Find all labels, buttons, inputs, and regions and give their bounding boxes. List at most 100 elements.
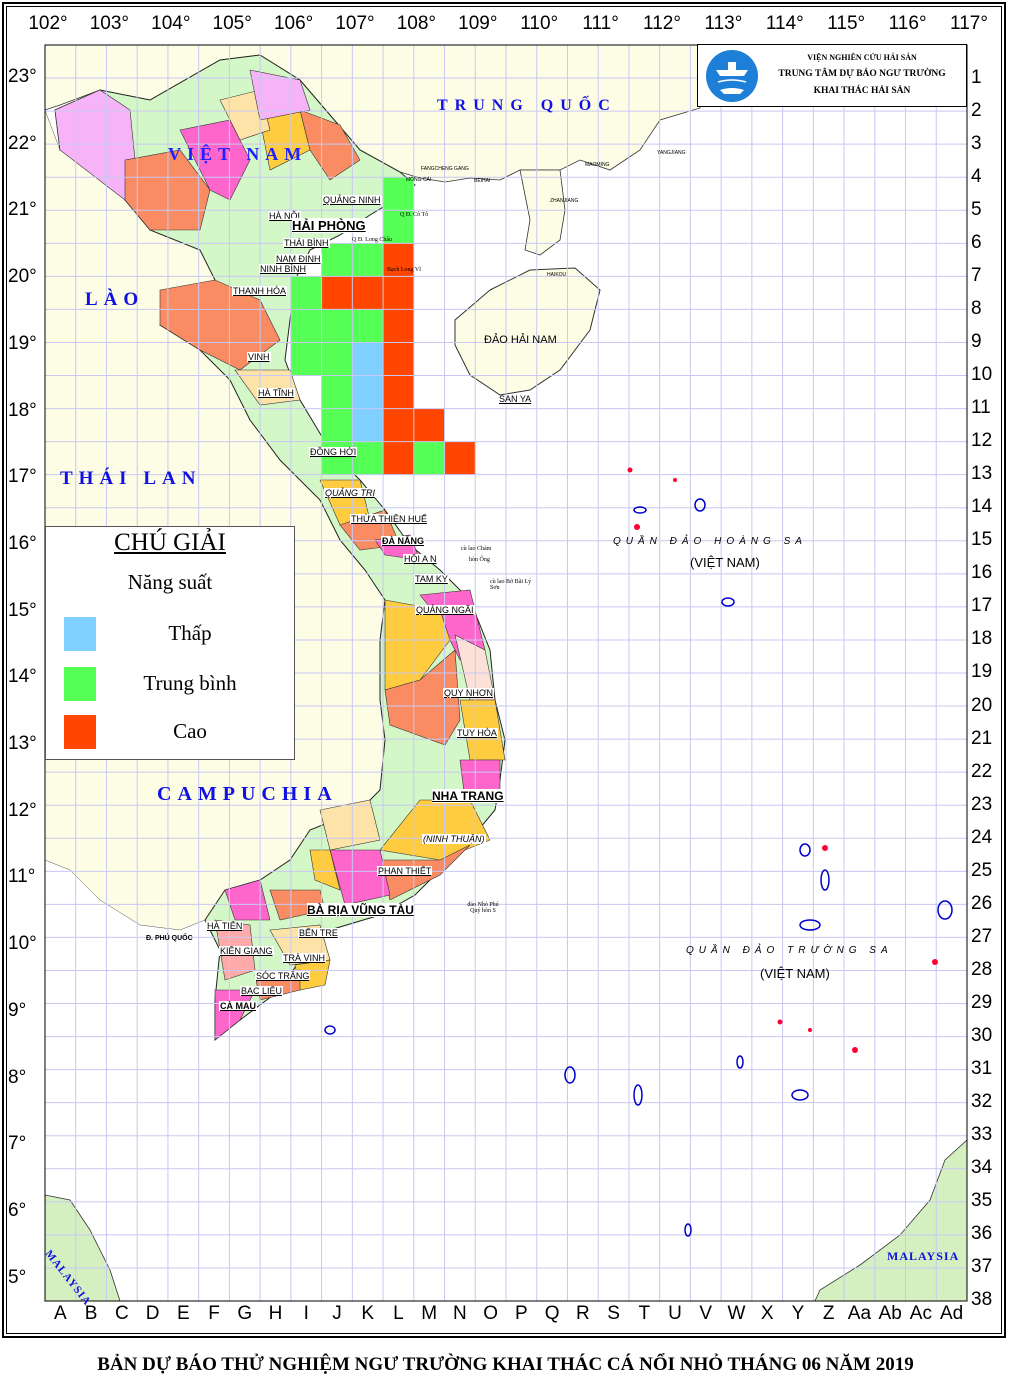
place-tuy-hoa: TUY HÒA [456,728,498,738]
grid-column-label: Aa [847,1303,872,1324]
grid-row-label: 28 [971,958,993,980]
grid-row-label: 17 [971,595,993,617]
map-title: BẢN DỰ BÁO THỬ NGHIỆM NGƯ TRƯỜNG KHAI TH… [97,1354,914,1375]
place-kien-giang: KIÊN GIANG [219,946,274,956]
grid-row-label: 34 [971,1157,993,1179]
place-zhanjiang: ZHANJIANG [550,198,579,204]
place-haikou: HAIKOU [547,272,567,278]
place-nha-trang: NHA TRANG [432,789,504,803]
longitude-label: 111° [582,13,619,34]
grid-column-label: Ab [878,1303,902,1324]
country-label-laos: LÀO [85,289,145,310]
legend-item-cao: Cao [64,715,284,749]
grid-column-label: Y [791,1303,805,1324]
latitude-label: 23° [8,66,37,87]
place-hoang-sa: QUẦN ĐẢO HOÀNG SA [613,536,807,547]
legend-swatch-thap [64,617,96,651]
forecast-cell-I8 [290,276,322,310]
grid-column-label: P [515,1303,528,1324]
place-nam-dinh: NAM ĐỊNH [275,254,322,264]
grid-row-label: 26 [971,892,993,914]
grid-row-label: 4 [971,165,982,187]
grid-row-label: 24 [971,826,993,848]
grid-column-label: Ac [909,1303,932,1324]
grid-row-label: 38 [971,1289,993,1311]
place-quang-ninh: QUẢNG NINH [322,195,382,205]
country-label-china: TRUNG QUỐC [437,97,617,114]
grid-row-label: 32 [971,1091,993,1113]
legend-item-trung-binh: Trung bình [64,667,284,701]
place-ninh-thuan: (NINH THUẬN) [422,834,486,844]
place-dong-hoi: ĐỒNG HỚI [309,447,358,457]
forecast-cell-J8 [321,276,353,310]
forecast-cell-K11 [352,375,384,409]
grid-row-label: 2 [971,99,982,121]
place-bac-lieu: BẠC LIÊU [240,986,284,996]
forecast-cell-K12 [352,408,384,442]
grid-row-label: 14 [971,496,993,518]
forecast-cell-L6 [383,210,414,244]
legend-label-thap: Thấp [168,621,212,645]
grid-column-label: M [421,1303,438,1324]
legend-label-trung-binh: Trung bình [143,671,237,695]
forecast-cell-I9 [290,309,322,343]
ship-fish-logo-icon [706,50,758,102]
latitude-label: 19° [8,332,37,354]
place-ca-mau: CÀ MAU [219,1001,257,1011]
grid-column-label: N [453,1303,467,1324]
longitude-label: 102° [28,13,68,34]
forecast-cell-N13 [444,441,476,475]
legend-item-thap: Thấp [64,617,284,651]
grid-row-label: 9 [971,330,982,352]
place-quang-ngai: QUẢNG NGÃI [415,605,475,615]
forecast-cell-L9 [383,309,414,343]
forecast-cell-J12 [321,408,353,442]
place-quang-tri: QUẢNG TRỊ [324,488,377,498]
grid-row-label: 12 [971,430,993,452]
place-long-chau: Q Đ. Long Châu [352,237,392,243]
latitude-label: 22° [8,132,37,154]
grid-row-label: 33 [971,1124,993,1146]
forecast-cell-J11 [321,375,353,409]
latitude-label: 9° [8,999,27,1021]
legend: CHÚ GIẢI Năng suất Thấp Trung bình Cao [45,526,295,760]
grid-row-label: 36 [971,1223,993,1245]
latitude-label: 6° [8,1199,27,1221]
place-tam-ky: TAM KỲ [414,574,449,584]
place-ben-tre: BẾN TRE [298,928,339,938]
grid-row-label: 7 [971,264,982,286]
latitude-label: 16° [8,532,37,554]
reef-islands-red [627,467,938,1053]
forecast-cell-L12 [383,408,414,442]
place-thanh-hoa: THANH HÓA [232,286,288,296]
longitude-label: 106° [273,13,314,34]
latitude-label: 13° [8,733,37,754]
logo-line-2: TRUNG TÂM DỰ BÁO NGƯ TRƯỜNG [778,69,946,79]
place-hai-phong: HẢI PHÒNG [292,218,366,233]
place-phu-quy: đảo Nhỏ Phú Quý hòn S [467,902,499,914]
grid-row-label: 35 [971,1190,993,1212]
latitude-label: 17° [8,466,37,488]
latitude-label: 18° [8,399,37,421]
forecast-cell-K10 [352,342,384,376]
place-hai-nam: ĐẢO HẢI NAM [484,334,557,346]
grid-column-label: Z [822,1303,835,1324]
grid-row-label: 3 [971,132,982,154]
place-ha-noi: HÀ NỘI [268,211,302,221]
grid-column-label: J [332,1303,342,1324]
grid-row-label: 20 [971,694,993,716]
longitude-label: 113° [704,13,743,34]
place-ly-son: cù lao Bờ Bãi Lý Sơn [490,579,532,591]
grid-column-label: C [114,1303,129,1324]
place-hon-ong: hòn Ông [469,557,490,563]
grid-column-label: I [303,1303,309,1324]
grid-row-label: 1 [971,66,982,88]
grid-column-label: A [54,1303,67,1324]
grid-row-label: 18 [971,628,993,650]
forecast-cell-J10 [321,342,353,376]
grid-row-label: 22 [971,760,993,782]
longitude-label: 109° [458,13,498,34]
legend-label-cao: Cao [173,719,207,743]
longitude-label: 116° [888,13,927,34]
grid-column-label: X [760,1303,774,1324]
